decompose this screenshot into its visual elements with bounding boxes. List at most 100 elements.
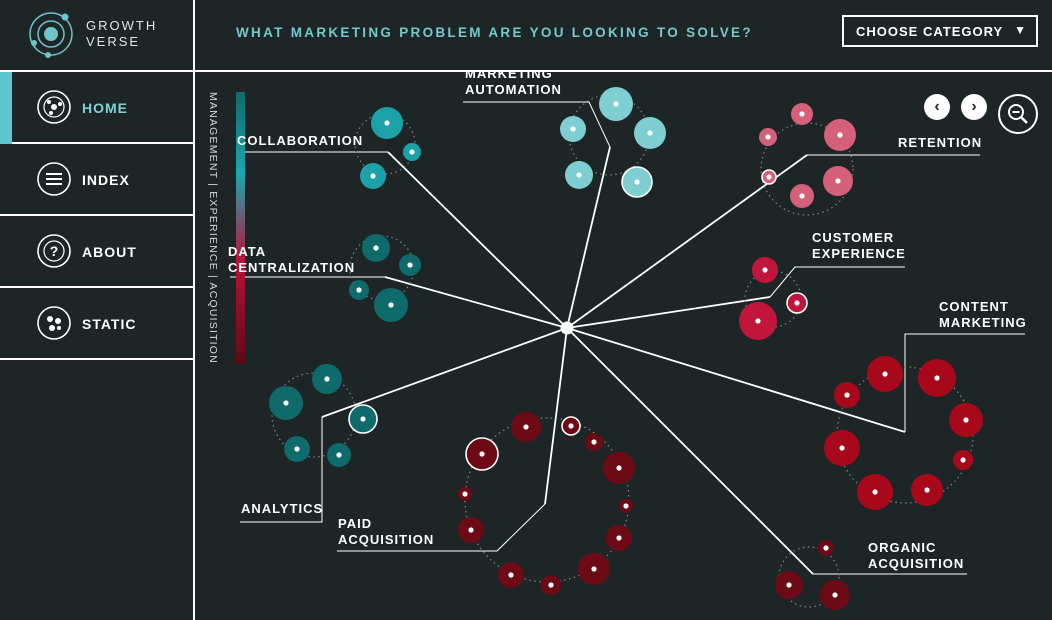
analytics-bubble-dot	[283, 400, 289, 406]
paid-bubble-dot	[479, 451, 485, 457]
retention-bubble-dot	[837, 132, 843, 138]
label-retention-text: RETENTION	[898, 135, 983, 150]
retention-bubble-dot	[765, 134, 771, 140]
analytics-bubble-dot	[324, 376, 330, 382]
nav-item-static[interactable]: STATIC	[0, 288, 193, 360]
label-automation-line2: AUTOMATION	[465, 82, 562, 97]
collaboration-bubble-dot	[384, 120, 390, 126]
next-arrow-icon[interactable]: ›	[961, 94, 987, 120]
label-automation-line1: MARKETING	[465, 72, 553, 81]
data-bubble-dot	[388, 302, 394, 308]
content-bubble-dot	[924, 487, 930, 493]
category-select-label: CHOOSE CATEGORY	[856, 24, 1004, 39]
home-orbit-icon	[37, 90, 71, 124]
page-question: WHAT MARKETING PROBLEM ARE YOU LOOKING T…	[236, 25, 753, 40]
retention-bubble-dot	[799, 111, 805, 117]
paid-bubble-dot	[462, 491, 468, 497]
customer-bubble-dot	[755, 318, 761, 324]
label-organic-acquisition[interactable]: ORGANIC ACQUISITION	[868, 540, 964, 572]
paid-bubble-dot	[591, 439, 597, 445]
paid-bubble-dot	[523, 424, 529, 430]
organic-bubble-dot	[786, 582, 792, 588]
label-collaboration[interactable]: COLLABORATION	[237, 133, 363, 149]
brand-line2: VERSE	[86, 34, 141, 49]
label-organic-line1: ORGANIC	[868, 540, 937, 555]
brand-line1: GROWTH	[86, 18, 158, 33]
sidebar: GROWTH VERSE HOME INDEX ? ABOUT	[0, 0, 195, 620]
category-select[interactable]: CHOOSE CATEGORY ▼	[842, 15, 1038, 47]
label-marketing-automation[interactable]: MARKETING AUTOMATION	[465, 72, 562, 98]
nav-label-static: STATIC	[82, 316, 137, 332]
label-collaboration-text: COLLABORATION	[237, 133, 364, 148]
label-analytics[interactable]: ANALYTICS	[241, 501, 323, 517]
brand[interactable]: GROWTH VERSE	[0, 0, 193, 72]
paid-bubble-dot	[623, 503, 629, 509]
legend-text: MANAGEMENT | EXPERIENCE | ACQUISITION	[207, 92, 219, 364]
label-data-centralization[interactable]: DATA CENTRALIZATION	[228, 244, 355, 276]
paid-bubble-dot	[468, 527, 474, 533]
paid-bubble-dot	[616, 465, 622, 471]
content-bubble-dot	[934, 375, 940, 381]
label-customer-line1: CUSTOMER	[812, 230, 895, 245]
nav-label-index: INDEX	[82, 172, 130, 188]
paid-bubble-dot	[568, 423, 574, 429]
growth-map	[230, 87, 1025, 610]
paid-bubble-dot	[616, 535, 622, 541]
content-bubble-dot	[844, 392, 850, 398]
retention-bubble-dot	[835, 178, 841, 184]
content-bubble-dot	[963, 417, 969, 423]
analytics-bubble-dot	[336, 452, 342, 458]
automation-bubble-dot	[570, 126, 576, 132]
data-bubble-dot	[373, 245, 379, 251]
hub-node	[560, 321, 574, 335]
analytics-bubble-dot	[360, 416, 366, 422]
content-bubble-dot	[882, 371, 888, 377]
retention-bubble-dot	[766, 174, 772, 180]
svg-text:?: ?	[50, 243, 59, 259]
visualization-stage: MANAGEMENT | EXPERIENCE | ACQUISITION CO…	[195, 72, 1052, 620]
label-data-line2: CENTRALIZATION	[228, 260, 356, 275]
legend-label: MANAGEMENT | EXPERIENCE | ACQUISITION	[207, 92, 219, 364]
zoom-button[interactable]	[998, 94, 1038, 134]
label-customer-line2: EXPERIENCE	[812, 246, 906, 261]
legend-gradient-bar	[236, 92, 245, 364]
top-bar: WHAT MARKETING PROBLEM ARE YOU LOOKING T…	[195, 0, 1052, 72]
label-data-line1: DATA	[228, 244, 267, 259]
label-paid-line1: PAID	[338, 516, 373, 531]
dots-icon	[37, 306, 71, 340]
data-bubble-dot	[407, 262, 413, 268]
bubble-layer	[269, 87, 983, 610]
content-bubble-dot	[872, 489, 878, 495]
nav-item-index[interactable]: INDEX	[0, 144, 193, 216]
automation-bubble-dot	[634, 179, 640, 185]
caret-down-icon: ▼	[1014, 23, 1026, 37]
label-organic-line2: ACQUISITION	[868, 556, 965, 571]
automation-bubble-dot	[647, 130, 653, 136]
paid-bubble-dot	[508, 572, 514, 578]
organic-bubble-dot	[832, 592, 838, 598]
label-retention[interactable]: RETENTION	[898, 135, 982, 151]
content-bubble-dot	[960, 457, 966, 463]
label-paid-line2: ACQUISITION	[338, 532, 435, 547]
label-content-marketing[interactable]: CONTENT MARKETING	[939, 299, 1027, 331]
label-paid-acquisition[interactable]: PAID ACQUISITION	[338, 516, 434, 548]
growthverse-logo-icon	[29, 12, 73, 58]
zoom-out-icon	[1008, 104, 1028, 124]
customer-bubble-dot	[794, 300, 800, 306]
prev-arrow-icon[interactable]: ‹	[924, 94, 950, 120]
nav-label-home: HOME	[82, 100, 128, 116]
paid-bubble-dot	[548, 582, 554, 588]
automation-bubble-dot	[576, 172, 582, 178]
label-customer-experience[interactable]: CUSTOMER EXPERIENCE	[812, 230, 906, 262]
analytics-bubble-dot	[294, 446, 300, 452]
nav-item-home[interactable]: HOME	[0, 72, 193, 144]
collaboration-bubble-dot	[409, 149, 415, 155]
nav-item-about[interactable]: ? ABOUT	[0, 216, 193, 288]
collaboration-bubble-dot	[370, 173, 376, 179]
label-content-line1: CONTENT	[939, 299, 1009, 314]
customer-bubble-dot	[762, 267, 768, 273]
label-content-line2: MARKETING	[939, 315, 1027, 330]
nav-label-about: ABOUT	[82, 244, 137, 260]
brand-name: GROWTH VERSE	[86, 18, 157, 50]
automation-bubble-dot	[613, 101, 619, 107]
